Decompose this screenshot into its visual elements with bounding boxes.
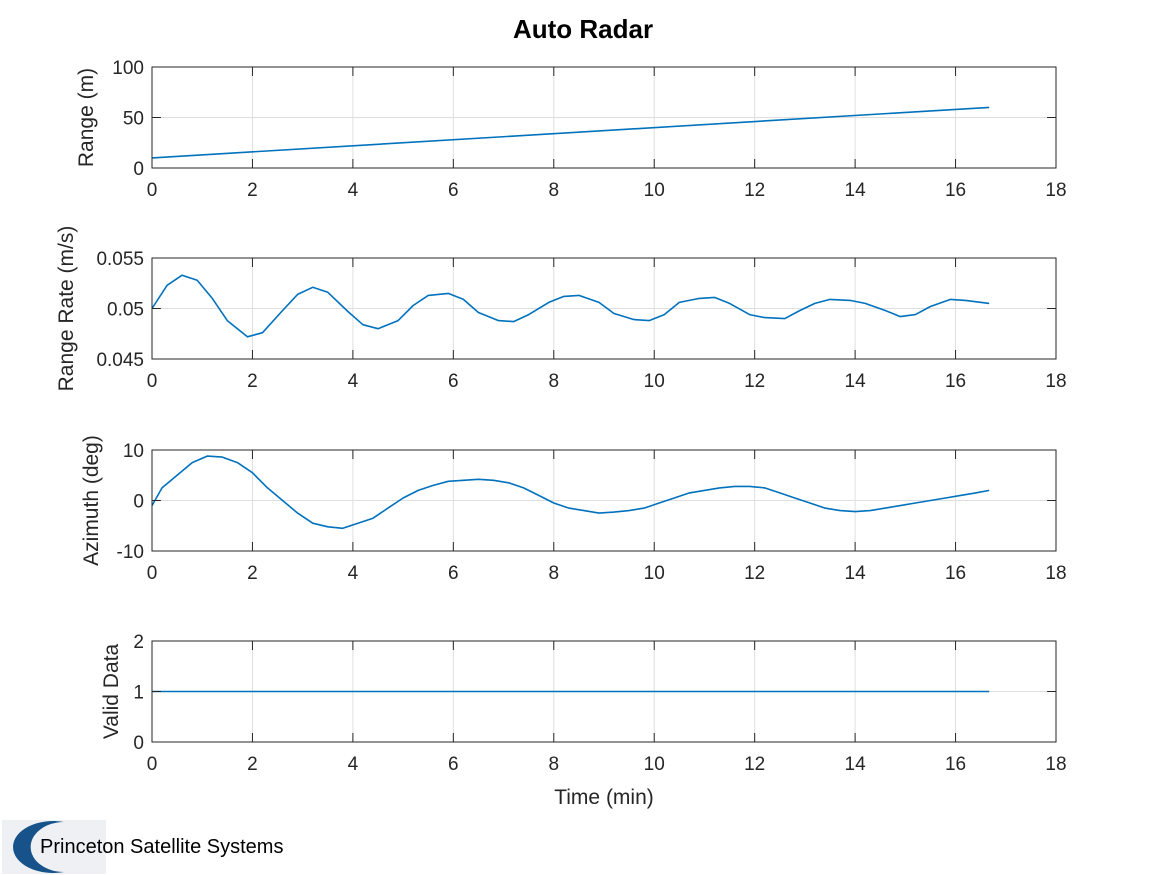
- y-tick-label: 100: [112, 58, 144, 79]
- x-tick-label: 14: [845, 371, 867, 392]
- x-tick-label: 18: [1045, 180, 1066, 201]
- subplot-1: 0 2 4 6 8 10 12 14 16 18 0 50 100 Range (m): [75, 58, 1067, 201]
- y-axis-label: Valid Data: [100, 644, 123, 740]
- x-tick-label: 14: [845, 563, 867, 584]
- series-line-1: [151, 274, 990, 338]
- x-tick-label: 10: [644, 563, 665, 584]
- y-tick-label: -10: [117, 542, 144, 563]
- y-axis-label: Azimuth (deg): [80, 435, 103, 566]
- x-tick-label: 8: [548, 754, 559, 775]
- x-tick-label: 4: [348, 180, 359, 201]
- x-tick-label: 4: [348, 371, 359, 392]
- x-tick-label: 4: [348, 563, 359, 584]
- x-tick-label: 8: [548, 563, 559, 584]
- y-tick-label: 0: [133, 159, 144, 180]
- x-tick-label: 8: [548, 180, 559, 201]
- x-tick-label: 12: [744, 371, 765, 392]
- x-tick-label: 4: [348, 754, 359, 775]
- x-tick-label: 18: [1045, 563, 1066, 584]
- y-tick-label: 0.045: [96, 350, 144, 371]
- x-tick-label: 12: [744, 563, 765, 584]
- x-tick-label: 0: [147, 754, 158, 775]
- figure-title: Auto Radar: [513, 14, 653, 44]
- x-tick-label: 0: [147, 563, 158, 584]
- x-tick-label: 2: [247, 563, 258, 584]
- x-tick-label: 0: [147, 180, 158, 201]
- x-tick-label: 6: [448, 754, 459, 775]
- y-axis-label: Range Rate (m/s): [55, 226, 78, 392]
- y-axis-label: Range (m): [75, 68, 98, 167]
- y-tick-label: 0: [133, 492, 144, 513]
- x-tick-label: 2: [247, 371, 258, 392]
- series-line-1: [151, 455, 990, 530]
- x-tick-label: 16: [945, 180, 966, 201]
- x-tick-label: 8: [548, 371, 559, 392]
- company-logo: Princeton Satellite Systems: [2, 820, 312, 874]
- subplot-2: 0 2 4 6 8 10 12 14 16 18 0.045 0.05 0.055 Range Rate …: [55, 226, 1067, 392]
- x-tick-label: 14: [845, 754, 867, 775]
- x-tick-label: 18: [1045, 371, 1066, 392]
- y-tick-label: 10: [123, 441, 144, 462]
- x-tick-label: 6: [448, 371, 459, 392]
- series-line-1: [151, 106, 990, 159]
- x-axis-label: Time (min): [554, 786, 654, 809]
- x-tick-label: 18: [1045, 754, 1066, 775]
- x-tick-label: 16: [945, 754, 966, 775]
- x-tick-label: 16: [945, 563, 966, 584]
- y-tick-label: 0.055: [96, 249, 144, 270]
- x-tick-label: 12: [744, 180, 765, 201]
- y-tick-label: 50: [123, 109, 144, 130]
- x-tick-label: 14: [845, 180, 867, 201]
- x-tick-label: 6: [448, 180, 459, 201]
- x-tick-label: 10: [644, 371, 665, 392]
- x-tick-label: 6: [448, 563, 459, 584]
- x-tick-label: 0: [147, 371, 158, 392]
- logo-text: Princeton Satellite Systems: [40, 836, 284, 858]
- x-tick-label: 2: [247, 754, 258, 775]
- x-tick-label: 10: [644, 180, 665, 201]
- y-tick-label: 2: [133, 632, 144, 653]
- x-tick-label: 10: [644, 754, 665, 775]
- y-tick-label: 0.05: [107, 300, 144, 321]
- y-tick-label: 1: [133, 683, 144, 704]
- x-tick-label: 12: [744, 754, 765, 775]
- x-tick-label: 2: [247, 180, 258, 201]
- crescent-logo-icon: [2, 820, 106, 874]
- y-tick-label: 0: [133, 733, 144, 754]
- x-tick-label: 16: [945, 371, 966, 392]
